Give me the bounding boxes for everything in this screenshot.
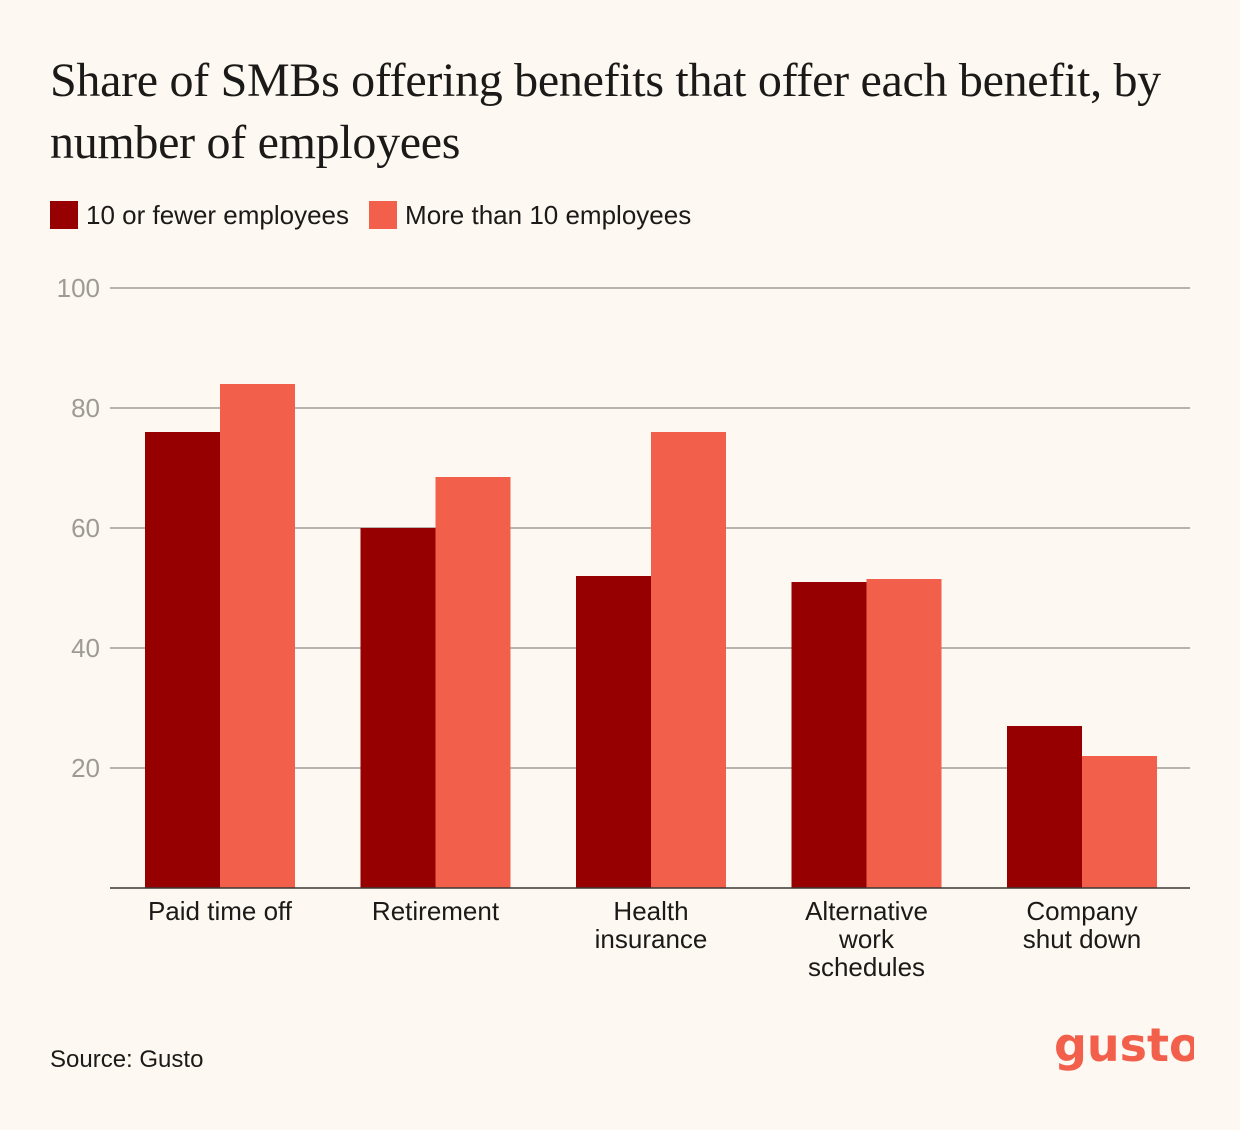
x-tick-label-line: work — [838, 924, 895, 954]
legend-swatch-small-firms — [50, 201, 78, 229]
legend: 10 or fewer employees More than 10 emplo… — [50, 198, 711, 232]
x-tick-label-line: Alternative — [805, 896, 928, 926]
legend-swatch-large-firms — [369, 201, 398, 229]
x-tick-label-3: Health insurance — [595, 896, 708, 954]
y-tick-label-80: 80 — [71, 393, 100, 423]
bar-series2-cat5 — [1082, 756, 1157, 888]
gusto-logo-text: gusto — [1054, 1018, 1194, 1072]
x-tick-label-5: Company shut down — [1023, 896, 1142, 954]
chart-title: Share of SMBs offering benefits that off… — [50, 54, 1161, 169]
x-tick-label-line: shut down — [1023, 924, 1142, 954]
legend-item-small-firms: 10 or fewer employees — [50, 198, 349, 232]
bar-series1-cat1 — [145, 432, 220, 888]
gusto-logo: gusto — [1054, 1018, 1194, 1072]
legend-item-large-firms: More than 10 employees — [369, 198, 691, 232]
bar-series2-cat1 — [220, 384, 295, 888]
x-tick-label-line: Health — [613, 896, 688, 926]
x-tick-label-4: Alternative work schedules — [805, 896, 928, 982]
x-tick-label-line: insurance — [595, 924, 708, 954]
legend-label-small-firms: 10 or fewer employees — [86, 200, 350, 230]
y-tick-label-40: 40 — [71, 633, 100, 663]
bar-series1-cat5 — [1007, 726, 1082, 888]
legend-label-large-firms: More than 10 employees — [405, 200, 692, 230]
source-note: Source: Gusto — [50, 1046, 204, 1073]
bar-chart: 20 40 60 80 100 Paid time off Retirement Health… — [57, 273, 1190, 982]
x-tick-label-2: Retirement — [372, 896, 500, 926]
y-tick-label-20: 20 — [71, 753, 100, 783]
x-tick-label-1: Paid time off — [148, 896, 293, 926]
x-tick-label-line: schedules — [808, 952, 925, 982]
bar-series2-cat4 — [866, 579, 942, 888]
bar-series1-cat2 — [360, 528, 436, 888]
x-tick-label-line: Paid time off — [148, 896, 293, 926]
bar-series1-cat4 — [791, 582, 867, 888]
y-tick-label-100: 100 — [57, 273, 100, 303]
bar-series1-cat3 — [576, 576, 651, 888]
x-tick-label-line: Company — [1026, 896, 1137, 926]
y-tick-label-60: 60 — [71, 513, 100, 543]
bar-series2-cat2 — [435, 477, 511, 888]
bar-series2-cat3 — [651, 432, 726, 888]
x-tick-label-line: Retirement — [372, 896, 500, 926]
